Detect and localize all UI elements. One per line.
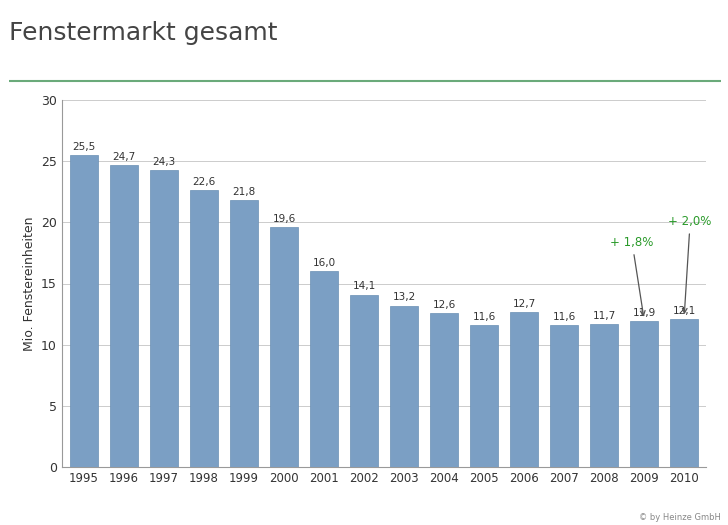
Bar bbox=[670, 319, 698, 467]
Text: 19,6: 19,6 bbox=[272, 214, 296, 224]
Bar bbox=[230, 200, 258, 467]
Text: 24,3: 24,3 bbox=[152, 156, 175, 166]
Text: 11,6: 11,6 bbox=[553, 312, 576, 322]
Text: 11,9: 11,9 bbox=[633, 308, 656, 318]
Bar bbox=[190, 191, 218, 467]
Text: 12,7: 12,7 bbox=[513, 299, 536, 309]
Bar bbox=[350, 295, 378, 467]
Text: 13,2: 13,2 bbox=[392, 292, 416, 302]
Bar bbox=[70, 155, 98, 467]
Text: 21,8: 21,8 bbox=[232, 187, 256, 197]
Bar bbox=[310, 271, 338, 467]
Text: 11,7: 11,7 bbox=[593, 311, 616, 321]
Bar bbox=[110, 165, 138, 467]
Text: 12,1: 12,1 bbox=[673, 306, 696, 316]
Bar bbox=[630, 321, 658, 467]
Bar bbox=[430, 313, 458, 467]
Bar bbox=[270, 227, 298, 467]
Text: + 2,0%: + 2,0% bbox=[668, 215, 712, 313]
Bar bbox=[550, 325, 578, 467]
Bar bbox=[510, 312, 538, 467]
Text: 14,1: 14,1 bbox=[352, 281, 376, 291]
Bar bbox=[470, 325, 498, 467]
Text: 16,0: 16,0 bbox=[312, 258, 336, 268]
Text: 12,6: 12,6 bbox=[432, 300, 456, 310]
Text: 11,6: 11,6 bbox=[472, 312, 496, 322]
Bar bbox=[590, 324, 618, 467]
Text: 25,5: 25,5 bbox=[72, 142, 95, 152]
Text: 24,7: 24,7 bbox=[112, 152, 135, 162]
Bar bbox=[390, 306, 418, 467]
Text: + 1,8%: + 1,8% bbox=[611, 236, 654, 316]
Text: © by Heinze GmbH: © by Heinze GmbH bbox=[639, 513, 721, 522]
Text: 22,6: 22,6 bbox=[192, 177, 215, 187]
Y-axis label: Mio. Fenstereinheiten: Mio. Fenstereinheiten bbox=[23, 216, 36, 351]
Bar bbox=[150, 170, 178, 467]
Text: Fenstermarkt gesamt: Fenstermarkt gesamt bbox=[9, 21, 278, 45]
